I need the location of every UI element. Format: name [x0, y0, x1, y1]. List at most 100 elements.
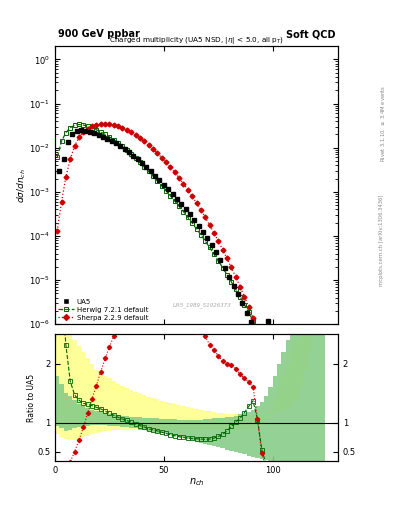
Bar — [229, 414, 233, 430]
Bar — [264, 396, 268, 460]
Bar — [216, 418, 220, 447]
Bar — [242, 416, 246, 429]
Text: Soft QCD: Soft QCD — [286, 29, 335, 39]
Bar — [225, 414, 229, 430]
Bar — [303, 334, 307, 461]
Text: UA5_1989_S1926373: UA5_1989_S1926373 — [173, 302, 231, 308]
Bar — [138, 393, 142, 430]
Bar — [251, 410, 255, 457]
Bar — [199, 410, 203, 430]
Bar — [59, 334, 64, 437]
Bar — [155, 399, 160, 430]
Bar — [86, 409, 90, 425]
Bar — [277, 387, 281, 412]
Bar — [55, 375, 59, 425]
Bar — [220, 418, 225, 449]
Bar — [94, 370, 99, 433]
Bar — [129, 390, 133, 430]
Bar — [68, 334, 72, 440]
Bar — [238, 414, 242, 453]
Bar — [173, 404, 177, 430]
Bar — [260, 416, 264, 422]
Bar — [59, 385, 64, 429]
Bar — [299, 334, 303, 461]
Bar — [86, 358, 90, 436]
Bar — [107, 414, 112, 425]
Bar — [251, 416, 255, 428]
Bar — [194, 409, 199, 430]
Bar — [77, 404, 81, 428]
Bar — [81, 406, 86, 426]
Bar — [246, 412, 251, 456]
Bar — [168, 403, 173, 430]
Bar — [321, 334, 325, 461]
Bar — [129, 417, 133, 428]
Bar — [190, 408, 194, 430]
Bar — [164, 419, 168, 434]
Bar — [151, 398, 155, 430]
Bar — [90, 410, 94, 425]
Bar — [81, 352, 86, 437]
Bar — [103, 413, 107, 425]
Bar — [64, 393, 68, 432]
Bar — [277, 364, 281, 461]
Bar — [312, 334, 316, 461]
Bar — [273, 375, 277, 461]
Bar — [190, 420, 194, 440]
Bar — [286, 364, 290, 408]
Bar — [72, 340, 77, 440]
Bar — [255, 406, 260, 458]
Bar — [103, 375, 107, 432]
Y-axis label: Ratio to UA5: Ratio to UA5 — [27, 374, 36, 422]
Bar — [246, 416, 251, 429]
Bar — [233, 414, 238, 430]
Bar — [112, 381, 116, 430]
Title: Charged multiplicity (UA5 NSD, $|\eta|$ < 5.0, all p$_T$): Charged multiplicity (UA5 NSD, $|\eta|$ … — [109, 35, 284, 46]
Bar — [173, 419, 177, 436]
Bar — [299, 334, 303, 387]
Bar — [255, 416, 260, 425]
Bar — [120, 416, 125, 426]
Bar — [99, 412, 103, 425]
Bar — [194, 420, 199, 441]
Bar — [90, 364, 94, 434]
Bar — [281, 375, 286, 410]
Bar — [164, 402, 168, 430]
Bar — [125, 389, 129, 430]
X-axis label: $n_{ch}$: $n_{ch}$ — [189, 476, 204, 488]
Bar — [160, 419, 164, 433]
Bar — [138, 417, 142, 430]
Bar — [294, 340, 299, 399]
Bar — [64, 334, 68, 439]
Bar — [142, 418, 147, 430]
Bar — [147, 397, 151, 430]
Bar — [273, 399, 277, 413]
Bar — [160, 401, 164, 430]
Bar — [177, 420, 181, 437]
Bar — [199, 420, 203, 442]
Bar — [203, 411, 208, 430]
Text: mcplots.cern.ch [arXiv:1306.3436]: mcplots.cern.ch [arXiv:1306.3436] — [379, 195, 384, 286]
Bar — [208, 412, 212, 430]
Bar — [181, 406, 185, 430]
Bar — [260, 402, 264, 459]
Bar — [177, 405, 181, 430]
Bar — [290, 352, 294, 405]
Bar — [116, 415, 120, 426]
Bar — [99, 373, 103, 432]
Bar — [216, 413, 220, 430]
Bar — [212, 412, 216, 430]
Bar — [133, 392, 138, 430]
Bar — [112, 414, 116, 425]
Text: Rivet 3.1.10, $\geq$ 3.4M events: Rivet 3.1.10, $\geq$ 3.4M events — [379, 84, 387, 161]
Bar — [125, 416, 129, 428]
Bar — [212, 418, 216, 446]
Bar — [307, 334, 312, 352]
Bar — [77, 346, 81, 439]
Bar — [185, 407, 190, 430]
Bar — [281, 352, 286, 461]
Bar — [238, 415, 242, 430]
Bar — [203, 419, 208, 444]
Bar — [208, 419, 212, 445]
Bar — [185, 420, 190, 439]
